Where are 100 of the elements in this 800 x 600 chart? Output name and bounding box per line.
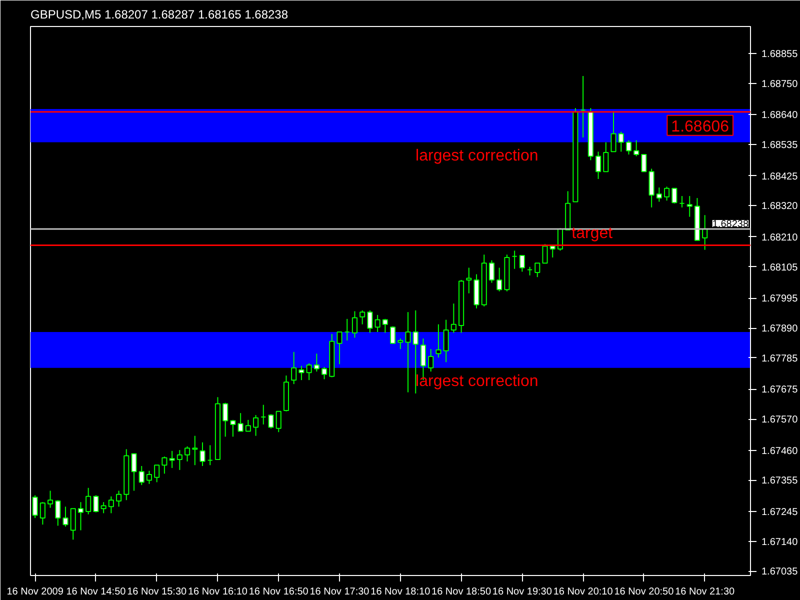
y-tick-label: 1.67355 [762, 476, 798, 487]
band-label: largest correction [416, 372, 538, 390]
candlestick [352, 310, 358, 338]
candlestick [648, 168, 654, 208]
candlestick [40, 502, 46, 526]
candlestick [382, 318, 388, 334]
y-tick-label: 1.67460 [762, 446, 798, 457]
candlestick [595, 151, 602, 180]
candlestick [55, 500, 61, 526]
candlestick [412, 310, 418, 394]
ref-line-label: 1.68238 [712, 219, 749, 230]
candlestick [291, 351, 297, 385]
candlestick [207, 444, 213, 466]
y-tick-label: 1.67245 [762, 506, 798, 518]
candlestick [176, 450, 182, 470]
x-tick-label: 16 Nov 18:50 [432, 586, 492, 598]
candlestick [534, 262, 540, 278]
x-tick-label: 16 Nov 18:10 [370, 586, 431, 598]
candlestick [116, 490, 122, 508]
candlestick [162, 456, 168, 474]
candlestick [322, 366, 328, 380]
candlestick [154, 464, 160, 483]
y-tick-label: 1.67035 [762, 566, 798, 578]
candlestick [131, 453, 137, 492]
candlestick [641, 154, 647, 172]
candlestick [146, 470, 152, 484]
candlestick [314, 353, 320, 372]
y-tick-label: 1.68425 [762, 171, 798, 182]
x-tick-label: 16 Nov 21:30 [675, 586, 736, 598]
candlestick [169, 450, 175, 468]
candlestick [618, 131, 624, 152]
y-tick-label: 1.67675 [762, 384, 798, 396]
candlestick [436, 324, 442, 358]
candlestick [519, 254, 525, 272]
x-tick-label: 16 Nov 14:50 [66, 586, 126, 598]
y-tick-label: 1.67570 [762, 414, 798, 426]
candlestick [550, 244, 556, 258]
candlestick [276, 410, 282, 433]
candlestick [398, 338, 404, 350]
candlestick [200, 442, 206, 466]
candlestick [405, 312, 411, 393]
x-tick-label: 16 Nov 16:10 [188, 586, 248, 598]
candlestick [466, 267, 472, 294]
candlestick [542, 244, 548, 264]
x-tick-label: 16 Nov 2009 [6, 586, 64, 598]
x-tick-label: 16 Nov 17:30 [310, 586, 370, 598]
candlestick [686, 196, 692, 218]
candlestick [100, 502, 106, 514]
y-tick-label: 1.68105 [762, 262, 798, 274]
candlestick [238, 412, 244, 432]
y-tick-label: 1.67995 [762, 294, 798, 305]
candlestick [93, 494, 99, 513]
candlestick [496, 267, 502, 292]
candlestick [344, 318, 350, 342]
candlestick [62, 506, 68, 528]
candlestick [428, 348, 434, 372]
candlestick [138, 465, 144, 486]
candlestick [184, 446, 190, 462]
y-tick-label: 1.68855 [762, 49, 798, 60]
candlestick [672, 188, 678, 204]
candlestick [656, 187, 662, 202]
candlestick [443, 319, 449, 363]
y-tick-label: 1.68210 [762, 232, 798, 244]
annotation: 1.68606 [671, 118, 730, 136]
x-tick-label: 16 Nov 16:50 [248, 586, 309, 598]
candlestick [336, 332, 342, 365]
x-tick-label: 16 Nov 15:30 [127, 586, 188, 598]
y-tick-label: 1.67785 [762, 353, 798, 364]
candlestick [70, 508, 76, 540]
candlestick [222, 402, 228, 438]
candlestick [86, 487, 92, 515]
candlestick [230, 419, 236, 438]
y-tick-label: 1.68535 [762, 140, 798, 152]
candlestick [192, 435, 198, 466]
candlestick [268, 414, 274, 429]
x-tick-label: 16 Nov 20:10 [553, 586, 614, 598]
candlestick [626, 140, 632, 156]
candlestick [78, 502, 84, 531]
candlestick [48, 490, 54, 508]
candlestick [390, 326, 396, 344]
candlestick [580, 75, 586, 138]
y-tick-label: 1.67140 [762, 536, 798, 548]
candlestick [306, 362, 312, 381]
y-tick-label: 1.68320 [762, 201, 798, 212]
candlestick [260, 404, 266, 425]
chart-title: GBPUSD,M5 1.68207 1.68287 1.68165 1.68238 [30, 8, 288, 22]
band-label: largest correction [416, 147, 538, 164]
candlestick [512, 250, 518, 270]
candlestick [603, 142, 609, 172]
y-tick-label: 1.68640 [762, 110, 798, 122]
x-tick-label: 16 Nov 19:30 [492, 586, 552, 598]
candlestick [108, 496, 114, 514]
ref-line-label: target [572, 225, 614, 242]
candlestick [679, 196, 685, 208]
y-tick-label: 1.67890 [762, 324, 798, 335]
candlestick [374, 314, 380, 333]
candlestick [298, 365, 304, 381]
candlestick [253, 414, 259, 436]
candlestick [367, 310, 373, 334]
candlestick [360, 310, 366, 325]
